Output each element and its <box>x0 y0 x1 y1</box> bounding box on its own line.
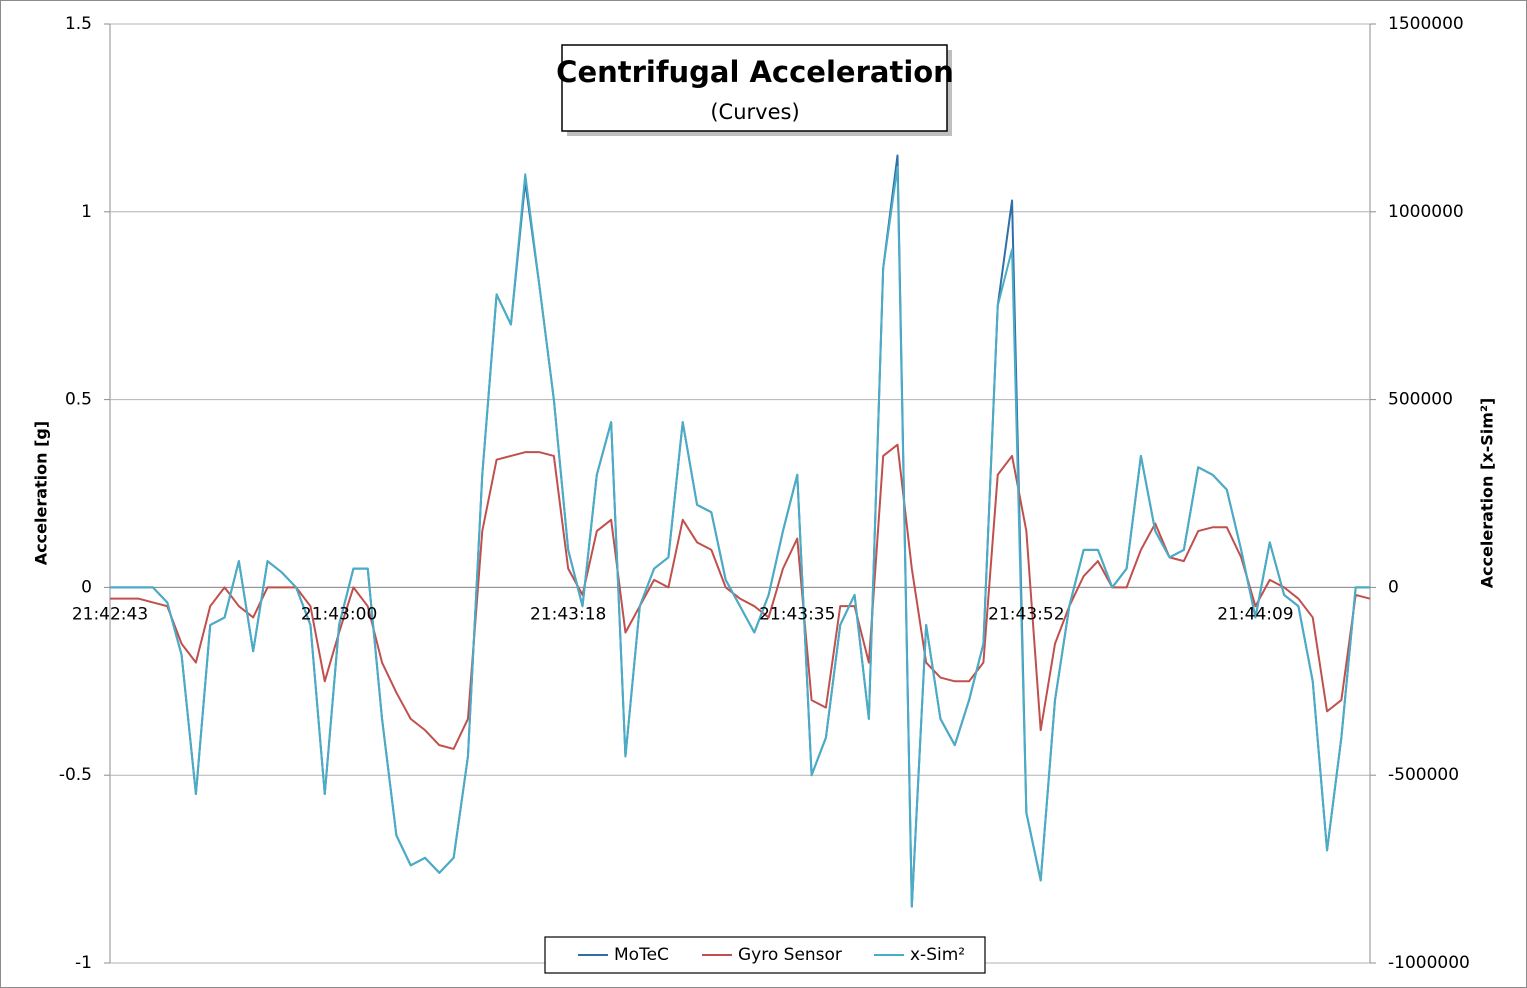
title-box <box>561 44 948 132</box>
series-line <box>110 165 1370 908</box>
legend: MoTeC Gyro Sensor x-Sim² <box>578 945 965 965</box>
y-axis-label: Acceleration [g] <box>32 421 51 565</box>
y2-tick-label: 1000000 <box>1388 202 1464 222</box>
x-tick-label: 21:43:00 <box>301 604 377 624</box>
y-tick-label: -1 <box>75 953 92 973</box>
y2-tick-label: -500000 <box>1388 765 1459 785</box>
chart-title: Centrifugal Acceleration <box>556 55 954 89</box>
x-tick-label: 21:44:09 <box>1217 604 1293 624</box>
y2-tick-label: 0 <box>1388 577 1399 597</box>
x-tick-label: 21:43:52 <box>988 604 1064 624</box>
chart-subtitle: (Curves) <box>710 100 799 124</box>
y-tick-label: 0.5 <box>65 390 92 410</box>
legend-label: Gyro Sensor <box>738 945 842 965</box>
y-tick-label: 1 <box>81 202 92 222</box>
x-tick-label: 21:42:43 <box>72 604 148 624</box>
legend-label: x-Sim² <box>910 945 965 965</box>
y-tick-label: 1.5 <box>65 14 92 34</box>
y2-tick-label: -1000000 <box>1388 953 1470 973</box>
line-layer <box>110 154 1371 908</box>
y-tick-label: 0 <box>81 577 92 597</box>
legend-label: MoTeC <box>614 945 669 965</box>
y2-tick-label: 1500000 <box>1388 14 1464 34</box>
x-tick-label: 21:43:35 <box>759 604 835 624</box>
y-tick-label: -0.5 <box>59 765 92 785</box>
y2-tick-label: 500000 <box>1388 390 1453 410</box>
grid-layer <box>104 23 1376 964</box>
legend-box <box>544 936 986 974</box>
series-line <box>110 443 1371 750</box>
y2-axis-label: Acceleration [x-Sim²] <box>1478 398 1497 589</box>
x-tick-label: 21:43:18 <box>530 604 606 624</box>
